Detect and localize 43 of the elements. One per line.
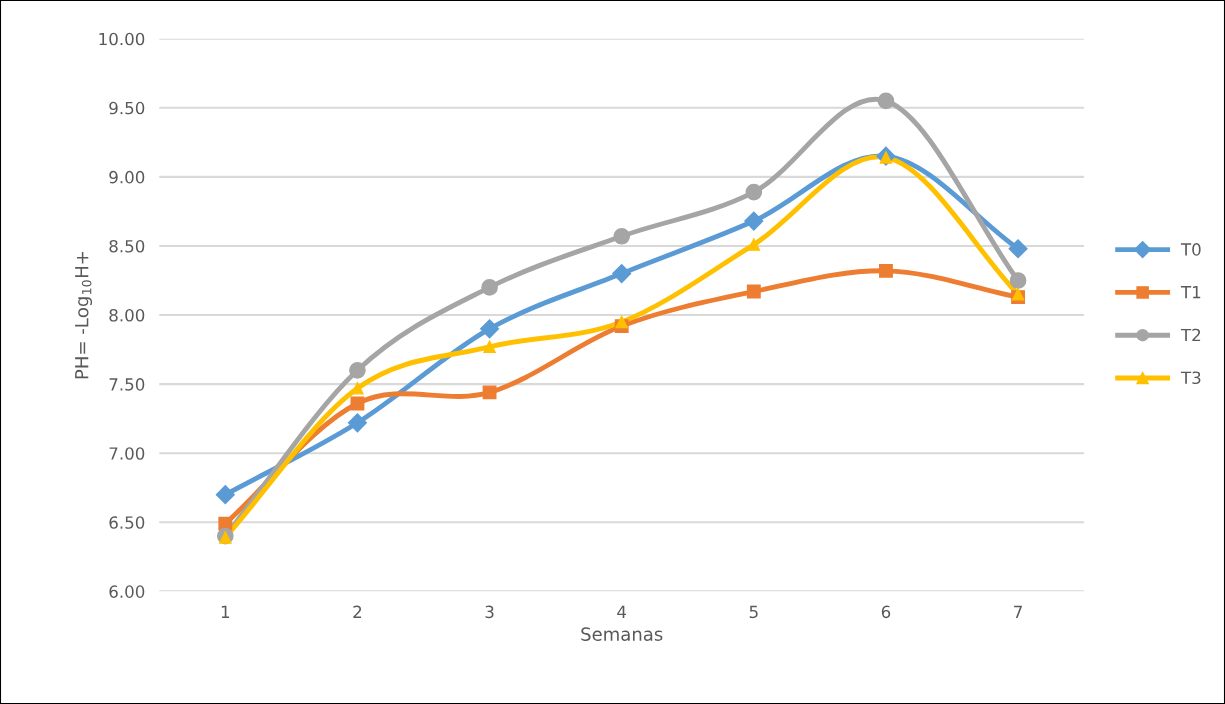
point	[613, 227, 631, 245]
point	[877, 92, 895, 110]
x-tick-label: 2	[353, 605, 362, 618]
point	[483, 340, 496, 354]
legend-label: T0	[1180, 243, 1201, 256]
point	[612, 264, 632, 284]
point	[349, 361, 366, 379]
x-tick-label: 7	[1014, 605, 1022, 618]
x-tick-label: 3	[485, 605, 494, 619]
legend-label: T2	[1180, 328, 1201, 342]
point	[1011, 288, 1025, 301]
y-tick-label: 8.00	[109, 309, 145, 322]
point	[481, 279, 498, 296]
y-axis-title: PH= -Log$_{10}$H+	[75, 252, 93, 379]
x-tick-label: 1	[221, 605, 230, 618]
point	[215, 485, 235, 505]
y-tick-label: 7.50	[109, 378, 145, 391]
x-axis-title: Semanas	[581, 627, 663, 641]
point	[350, 396, 365, 411]
y-tick-label: 6.00	[109, 585, 145, 598]
x-tick-label: 5	[749, 605, 758, 619]
point	[351, 382, 364, 395]
point	[1008, 239, 1028, 259]
point	[1009, 272, 1027, 289]
y-tick-label: 9.00	[109, 170, 145, 184]
point	[747, 238, 761, 251]
point	[746, 284, 761, 299]
x-tick-label: 6	[881, 605, 891, 619]
point	[482, 385, 497, 400]
x-tick-label: 4	[617, 605, 627, 618]
legend-label: T1	[1180, 286, 1201, 299]
legend-label: T3	[1180, 371, 1201, 385]
y-tick-label: 7.00	[109, 447, 145, 460]
y-tick-label: 6.50	[109, 516, 145, 529]
point	[347, 413, 367, 433]
y-tick-label: 9.50	[109, 101, 145, 115]
point	[878, 263, 893, 278]
y-tick-label: 10.00	[99, 32, 145, 46]
point	[745, 183, 763, 201]
y-tick-label: 8.50	[109, 239, 145, 253]
point	[480, 319, 500, 339]
point	[615, 315, 628, 329]
point	[744, 211, 764, 231]
